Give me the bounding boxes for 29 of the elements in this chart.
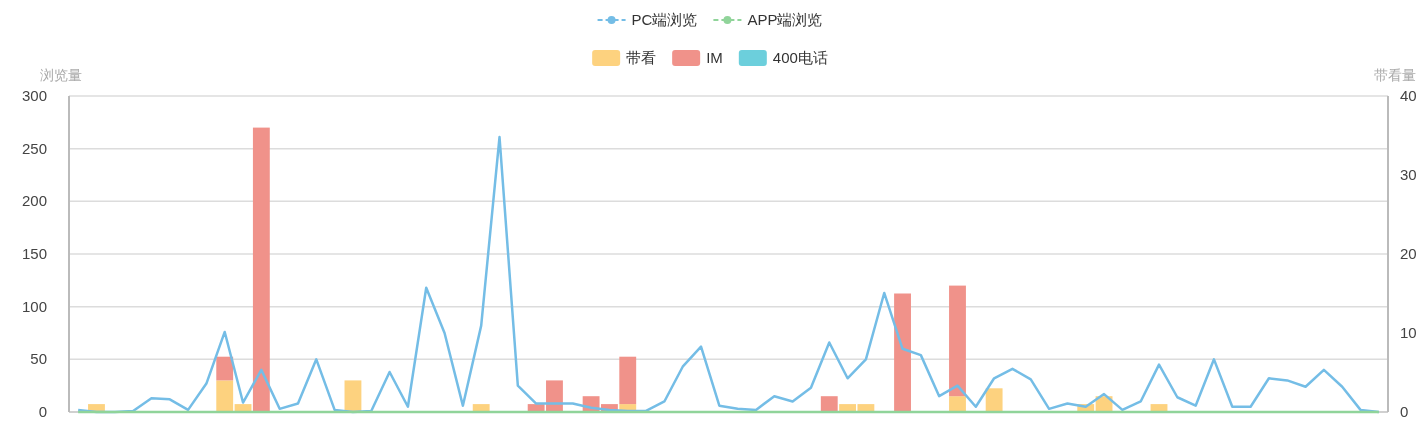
y-tick-label: 0 xyxy=(38,403,47,420)
bar xyxy=(216,380,234,412)
y-axis-title: 浏览量 xyxy=(40,67,82,83)
y2-axis-title: 带看量 xyxy=(1374,67,1416,83)
bar xyxy=(344,380,362,412)
y-tick-label: 300 xyxy=(21,87,47,104)
legend-label: PC端浏览 xyxy=(631,11,698,28)
y2-tick-label: 10 xyxy=(1400,324,1417,341)
bar xyxy=(252,127,270,412)
bar xyxy=(820,396,838,412)
legend-label: IM xyxy=(706,49,723,66)
y-tick-label: 250 xyxy=(21,139,47,157)
bar xyxy=(985,388,1003,412)
bar xyxy=(619,356,637,405)
legend-label: 400电话 xyxy=(772,49,828,66)
y2-tick-label: 0 xyxy=(1400,403,1409,420)
y2-tick-label: 30 xyxy=(1400,166,1417,183)
legend-label: 带看 xyxy=(626,49,657,66)
y2-tick-label: 20 xyxy=(1400,245,1417,262)
y-tick-label: 50 xyxy=(30,350,47,368)
y-tick-label: 150 xyxy=(21,245,47,262)
y-tick-label: 100 xyxy=(21,297,47,315)
y2-tick-label: 40 xyxy=(1400,87,1417,104)
bar xyxy=(894,293,911,412)
bar xyxy=(216,356,234,381)
bar xyxy=(949,285,966,397)
legend-label: APP端浏览 xyxy=(747,11,823,28)
y-tick-label: 200 xyxy=(21,192,47,210)
bar xyxy=(949,396,966,412)
